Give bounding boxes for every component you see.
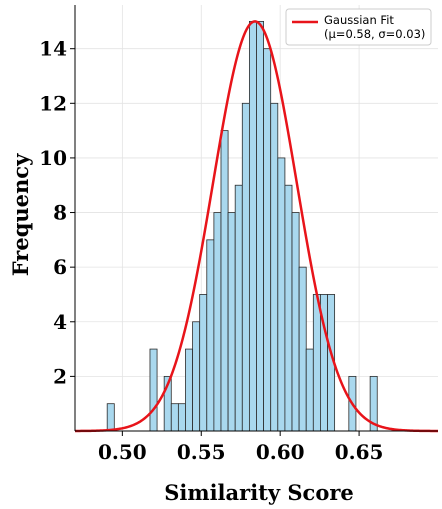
- y-tick-label: 8: [53, 201, 67, 225]
- histogram-bar: [284, 184, 293, 432]
- legend-box: [285, 8, 432, 46]
- axes-frame: [74, 5, 438, 432]
- legend-label-line1: Gaussian Fit: [324, 13, 394, 27]
- histogram-bar: [199, 294, 208, 432]
- histogram-bar: [312, 294, 321, 432]
- histogram-bar: [263, 48, 272, 432]
- histogram-bar: [170, 403, 179, 432]
- histogram-bar: [206, 239, 215, 432]
- histogram-bar: [177, 403, 186, 432]
- x-tick-label: 0.65: [335, 440, 384, 464]
- histogram-bar: [270, 102, 279, 432]
- legend: Gaussian Fit (μ=0.58, σ=0.03): [285, 8, 432, 46]
- y-tick-label: 4: [53, 310, 67, 334]
- x-axis-title: Similarity Score: [164, 480, 354, 505]
- x-tick-label: 0.55: [177, 440, 226, 464]
- x-axis-ticks: 0.50 0.55 0.60 0.65: [98, 431, 383, 464]
- histogram-bar: [291, 212, 300, 432]
- y-tick-label: 10: [39, 146, 67, 170]
- histogram-bar: [192, 321, 201, 432]
- histogram-bar: [298, 266, 307, 432]
- legend-label-line2: (μ=0.58, σ=0.03): [324, 27, 425, 41]
- x-tick-label: 0.50: [98, 440, 147, 464]
- histogram-bar: [277, 157, 286, 432]
- y-tick-label: 14: [39, 37, 67, 61]
- histogram-bar: [241, 102, 250, 432]
- histogram-bar: [305, 348, 314, 432]
- histogram-bar: [220, 130, 229, 432]
- y-tick-label: 6: [53, 255, 67, 279]
- histogram-bar: [256, 20, 265, 432]
- histogram-bar: [213, 212, 222, 432]
- histogram-bar: [234, 184, 243, 432]
- histogram-bar: [106, 403, 115, 432]
- y-axis-ticks: 2 4 6 8 10 12 14: [39, 37, 75, 388]
- x-tick-label: 0.60: [256, 440, 305, 464]
- histogram-bar: [248, 20, 257, 432]
- gaussian-fit-curve: [75, 20, 438, 433]
- histogram-bar: [227, 212, 236, 432]
- histogram-bar: [185, 348, 193, 432]
- y-tick-label: 2: [53, 364, 67, 388]
- y-axis-title: Frequency: [8, 153, 33, 276]
- histogram-bar: [149, 348, 158, 432]
- y-tick-label: 12: [39, 91, 67, 115]
- histogram-bars: [106, 20, 378, 432]
